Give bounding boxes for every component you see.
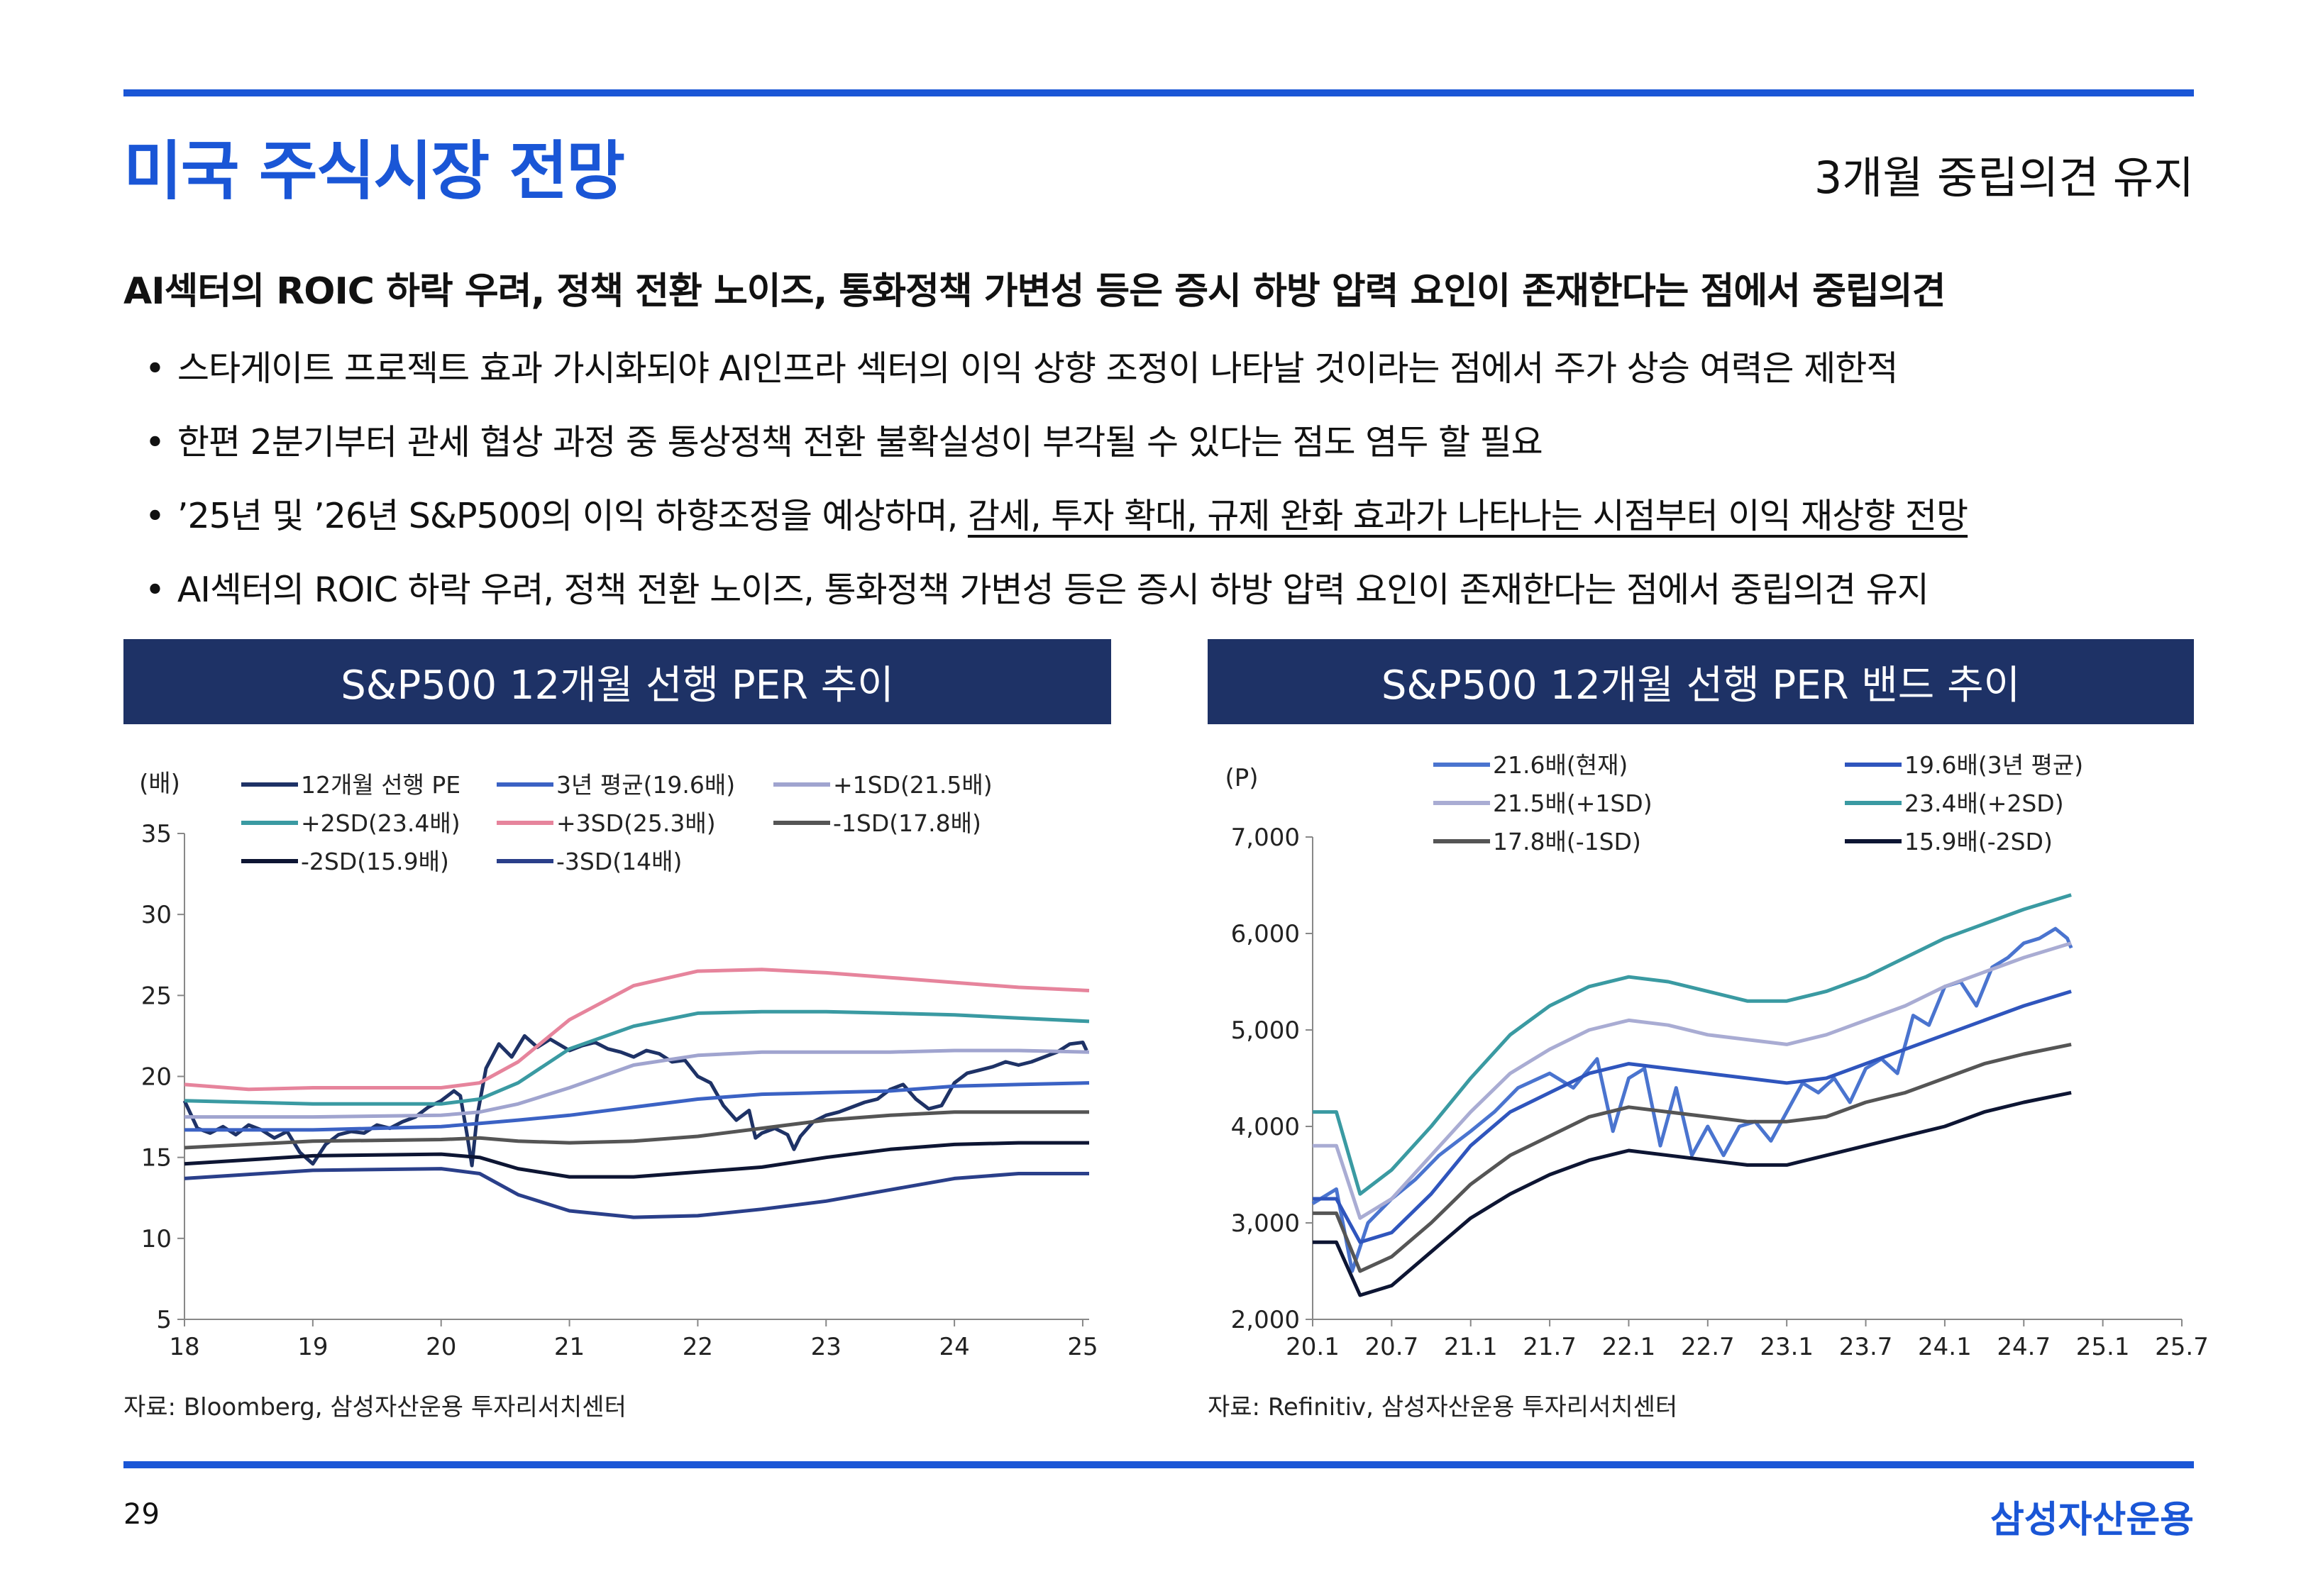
legend-label: 12개월 선행 PE xyxy=(301,771,460,799)
y-tick-label: 6,000 xyxy=(1231,920,1300,948)
y-tick-label: 15 xyxy=(141,1144,172,1173)
left-chart-header: S&P500 12개월 선행 PER 추이 xyxy=(123,639,1111,724)
right-chart-header: S&P500 12개월 선행 PER 밴드 추이 xyxy=(1208,639,2194,724)
x-tick-label: 25.1 xyxy=(2076,1333,2130,1361)
right-chart-source: 자료: Refinitiv, 삼성자산운용 투자리서치센터 xyxy=(1208,1393,1678,1422)
series-line xyxy=(184,1110,1089,1150)
per-trend-chart: (배) 35 30 25 20 15 10 518 19 20 21 22 23 24 25 12개월 선행 … xyxy=(139,770,1098,1361)
x-tick-label: 21.7 xyxy=(1523,1333,1577,1361)
y-tick-label: 4,000 xyxy=(1231,1113,1300,1141)
y-tick-label: 5 xyxy=(156,1306,172,1334)
y-tick-label: 35 xyxy=(141,820,172,848)
series-line xyxy=(1313,1090,2072,1297)
x-tick-label: 23.7 xyxy=(1839,1333,1893,1361)
y-tick-label: 10 xyxy=(141,1225,172,1253)
x-tick-label: 20 xyxy=(426,1333,456,1361)
y-tick-label: 20 xyxy=(141,1063,172,1092)
legend-label: 23.4배(+2SD) xyxy=(1904,789,2064,817)
x-tick-label: 25 xyxy=(1067,1333,1098,1361)
x-tick-label: 21.1 xyxy=(1444,1333,1498,1361)
legend-label: 3년 평균(19.6배) xyxy=(556,771,735,799)
x-tick-label: 24.7 xyxy=(1997,1333,2051,1361)
top-rule xyxy=(123,89,2194,96)
bullet-list: 스타게이트 프로젝트 효과 가시화되야 AI인프라 섹터의 이익 상향 조정이 … xyxy=(145,332,1968,627)
y-tick-label: 3,000 xyxy=(1231,1209,1300,1238)
series-line xyxy=(184,1167,1089,1219)
x-tick-label: 20.1 xyxy=(1286,1333,1340,1361)
y-tick-label: 2,000 xyxy=(1231,1306,1300,1334)
legend-label: +1SD(21.5배) xyxy=(833,771,993,799)
left-chart-source: 자료: Bloomberg, 삼성자산운용 투자리서치센터 xyxy=(123,1393,627,1422)
x-tick-label: 22 xyxy=(683,1333,713,1361)
legend-label: 21.5배(+1SD) xyxy=(1493,789,1653,817)
y-tick-label: 7,000 xyxy=(1231,824,1300,852)
series-line xyxy=(1313,941,2072,1220)
bullet-text: ’25년 및 ’26년 S&P500의 이익 하향조정을 예상하며, xyxy=(177,496,968,536)
x-tick-label: 23 xyxy=(811,1333,842,1361)
bullet-item: AI섹터의 ROIC 하락 우려, 정책 전환 노이즈, 통화정책 가변성 등은… xyxy=(145,553,1968,627)
series-line xyxy=(1313,1042,2072,1273)
y-axis-unit-label: (배) xyxy=(139,770,180,798)
brand-logo-text: 삼성자산운용 xyxy=(1990,1499,2194,1541)
x-tick-label: 21 xyxy=(554,1333,585,1361)
legend-label: -1SD(17.8배) xyxy=(833,809,981,837)
legend-label: 21.6배(현재) xyxy=(1493,751,1628,779)
bullet-item: 스타게이트 프로젝트 효과 가시화되야 AI인프라 섹터의 이익 상향 조정이 … xyxy=(145,332,1968,406)
page-subtitle: 3개월 중립의견 유지 xyxy=(1814,152,2194,204)
series-line xyxy=(184,1141,1089,1179)
lead-statement: AI섹터의 ROIC 하락 우려, 정책 전환 노이즈, 통화정책 가변성 등은… xyxy=(123,270,1946,313)
x-tick-label: 19 xyxy=(297,1333,328,1361)
bullet-item: 한편 2분기부터 관세 협상 과정 중 통상정책 전환 불확실성이 부각될 수 … xyxy=(145,406,1968,480)
page-number: 29 xyxy=(123,1498,160,1531)
series-line xyxy=(1313,893,2072,1196)
bullet-underlined-text: 감세, 투자 확대, 규제 완화 효과가 나타나는 시점부터 이익 재상향 전망 xyxy=(967,496,1968,536)
series-line xyxy=(184,968,1090,1092)
x-tick-label: 25.7 xyxy=(2155,1333,2207,1361)
series-line xyxy=(1311,926,2073,1273)
x-tick-label: 24 xyxy=(939,1333,969,1361)
y-axis-unit-label: (P) xyxy=(1225,764,1258,792)
x-tick-label: 18 xyxy=(169,1333,199,1361)
bottom-rule xyxy=(123,1461,2194,1468)
legend-label: 15.9배(-2SD) xyxy=(1904,828,2053,855)
series-line xyxy=(184,1009,1090,1106)
series-line xyxy=(182,1033,1088,1168)
series-line xyxy=(184,1081,1090,1132)
x-tick-label: 23.1 xyxy=(1760,1333,1814,1361)
legend-label: 17.8배(-1SD) xyxy=(1493,828,1641,855)
y-tick-label: 25 xyxy=(141,982,172,1010)
legend-label: 19.6배(3년 평균) xyxy=(1904,751,2083,779)
page-title: 미국 주식시장 전망 xyxy=(123,134,625,209)
series-line xyxy=(1313,990,2072,1244)
x-tick-label: 22.1 xyxy=(1602,1333,1656,1361)
y-tick-label: 30 xyxy=(141,901,172,929)
bullet-item: ’25년 및 ’26년 S&P500의 이익 하향조정을 예상하며, 감세, 투… xyxy=(145,480,1968,553)
legend-label: -3SD(14배) xyxy=(556,848,682,875)
x-tick-label: 22.7 xyxy=(1681,1333,1735,1361)
x-tick-label: 20.7 xyxy=(1365,1333,1419,1361)
legend-label: +3SD(25.3배) xyxy=(556,809,716,837)
y-tick-label: 5,000 xyxy=(1231,1016,1300,1045)
legend-label: -2SD(15.9배) xyxy=(301,848,449,875)
series-line xyxy=(184,1048,1090,1119)
legend-label: +2SD(23.4배) xyxy=(301,809,460,837)
x-tick-label: 24.1 xyxy=(1918,1333,1972,1361)
